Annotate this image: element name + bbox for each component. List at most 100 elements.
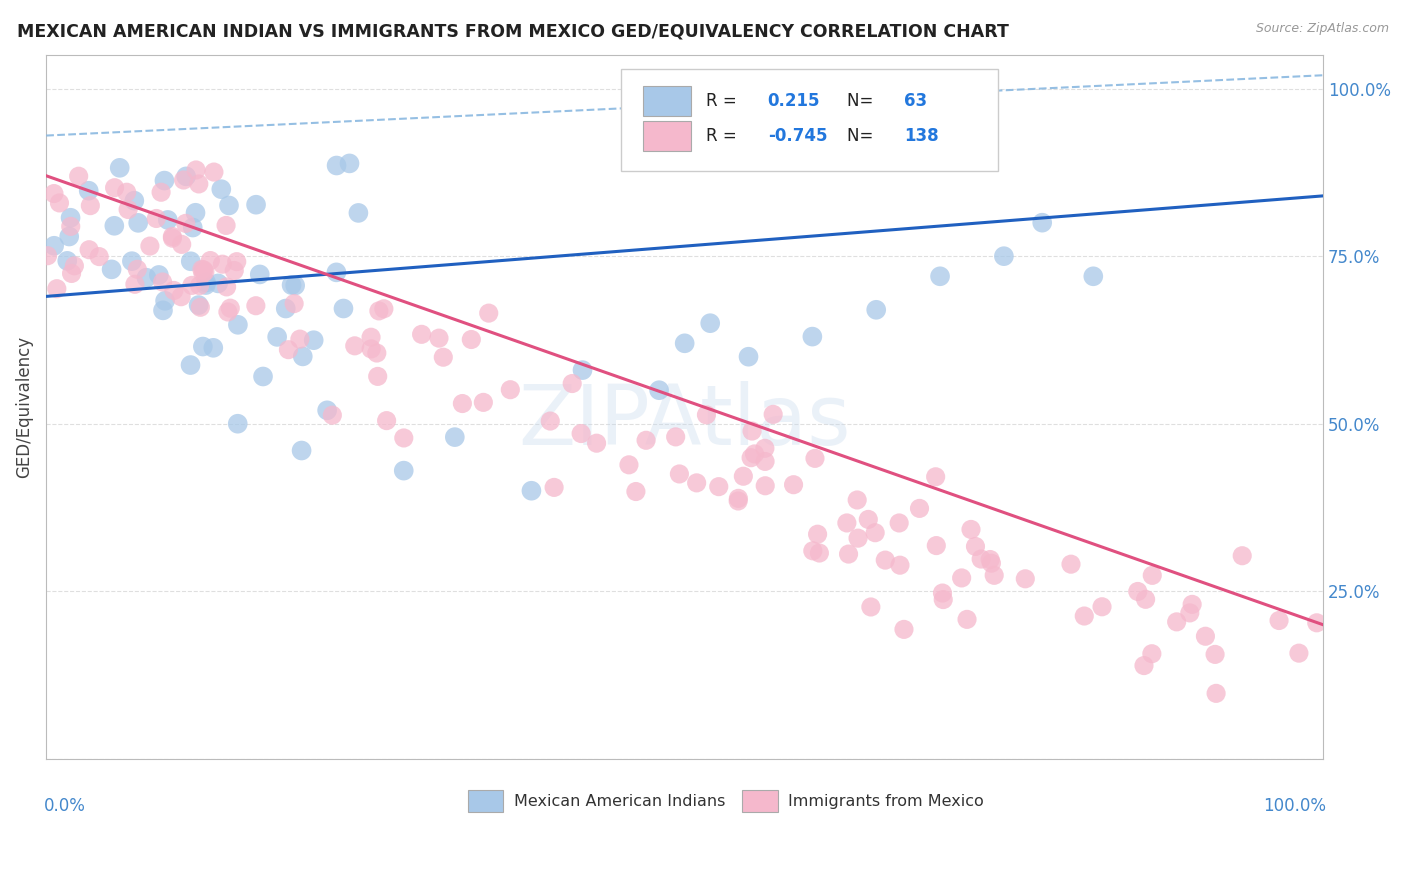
Point (217, 305, 239, 319)
Point (1083, 269, 1105, 284)
Text: Source: ZipAtlas.com: Source: ZipAtlas.com (1256, 22, 1389, 36)
FancyBboxPatch shape (468, 790, 503, 812)
Point (170, 237, 193, 252)
Point (211, 257, 233, 271)
Point (865, 302, 887, 317)
Point (648, 383, 671, 397)
Point (245, 197, 267, 211)
Point (1306, 615, 1329, 630)
Point (432, 350, 454, 364)
Point (194, 278, 217, 293)
Point (316, 403, 339, 417)
Point (392, 431, 415, 445)
Point (801, 544, 824, 558)
Point (875, 553, 897, 567)
Point (283, 296, 305, 310)
Point (754, 442, 776, 456)
Point (191, 266, 214, 280)
Text: 138: 138 (904, 127, 939, 145)
Point (983, 568, 1005, 582)
Point (180, 358, 202, 372)
Point (754, 454, 776, 468)
Point (291, 350, 314, 364)
Point (117, 202, 139, 217)
Y-axis label: GED/Equivalency: GED/Equivalency (15, 336, 32, 478)
Point (127, 262, 149, 277)
Point (908, 501, 931, 516)
Point (200, 253, 222, 268)
Point (889, 516, 911, 530)
Point (727, 494, 749, 508)
Point (108, 161, 131, 175)
Point (804, 451, 827, 466)
Point (135, 270, 157, 285)
Point (124, 277, 146, 292)
Text: 0.215: 0.215 (768, 92, 820, 110)
Point (187, 177, 209, 191)
Point (727, 491, 749, 506)
Point (1232, 549, 1254, 563)
Text: 63: 63 (904, 92, 928, 110)
Point (163, 284, 186, 298)
Point (366, 346, 388, 360)
Point (808, 546, 831, 560)
Point (673, 336, 696, 351)
Point (1135, 592, 1157, 607)
Point (925, 539, 948, 553)
Point (538, 414, 561, 428)
Point (668, 467, 690, 481)
Point (1073, 609, 1095, 624)
FancyBboxPatch shape (643, 87, 692, 116)
Point (174, 169, 197, 184)
Point (288, 332, 311, 346)
Point (1060, 557, 1083, 571)
Point (193, 262, 215, 277)
Point (1031, 216, 1053, 230)
Point (173, 173, 195, 187)
FancyBboxPatch shape (643, 121, 692, 151)
Point (170, 290, 193, 304)
Text: 0.0%: 0.0% (44, 797, 86, 815)
Point (1288, 646, 1310, 660)
Point (59, 211, 82, 225)
Point (744, 447, 766, 461)
Point (375, 414, 398, 428)
Point (1133, 658, 1156, 673)
Point (325, 159, 347, 173)
Point (685, 475, 707, 490)
Point (252, 369, 274, 384)
Point (152, 275, 174, 289)
Point (162, 231, 184, 245)
Point (1268, 614, 1291, 628)
Point (332, 301, 354, 316)
Point (665, 430, 688, 444)
Text: ZIPAtlas: ZIPAtlas (519, 381, 851, 461)
Point (624, 484, 647, 499)
Point (1142, 568, 1164, 582)
Point (145, 211, 167, 226)
Point (970, 552, 993, 566)
Point (302, 333, 325, 347)
Point (1140, 647, 1163, 661)
Point (77, 184, 100, 198)
Point (360, 330, 382, 344)
Point (741, 424, 763, 438)
Point (191, 339, 214, 353)
Point (103, 219, 125, 233)
Point (846, 493, 869, 508)
Point (67, 169, 90, 184)
Point (100, 262, 122, 277)
Point (188, 278, 211, 293)
Point (931, 586, 953, 600)
Point (846, 531, 869, 545)
Point (733, 469, 755, 483)
Point (181, 220, 204, 235)
Point (37, 249, 59, 263)
Point (187, 298, 209, 312)
Point (636, 434, 658, 448)
Point (274, 301, 297, 316)
Point (965, 540, 987, 554)
Point (360, 342, 382, 356)
Point (427, 331, 450, 345)
Text: N=: N= (846, 127, 879, 145)
